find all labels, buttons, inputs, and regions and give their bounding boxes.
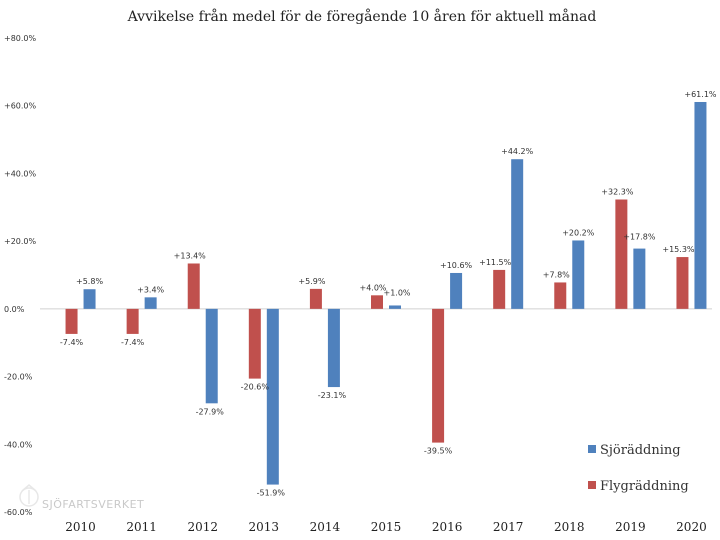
bar-sjoraddning bbox=[450, 272, 463, 309]
x-tick-label: 2015 bbox=[371, 520, 402, 534]
data-label: +13.4% bbox=[174, 251, 207, 260]
data-label: +11.5% bbox=[479, 258, 512, 267]
bar-flygraddning bbox=[493, 269, 506, 309]
bar-sjoraddning bbox=[266, 308, 279, 485]
bar-flygraddning bbox=[615, 199, 628, 309]
x-tick-label: 2019 bbox=[615, 520, 646, 534]
data-labels: -7.4% +5.8% -7.4% +3.4% +13.4% -27.9% -20.6% -5… bbox=[60, 90, 717, 498]
bar-flygraddning bbox=[248, 308, 261, 379]
logo-text: SJÖFARTSVERKET bbox=[42, 498, 144, 511]
x-tick-label: 2011 bbox=[126, 520, 157, 534]
y-tick-label: +20.0% bbox=[4, 237, 37, 246]
data-label: -23.1% bbox=[318, 391, 347, 400]
y-tick-label: -60.0% bbox=[4, 508, 33, 517]
data-label: +1.0% bbox=[383, 288, 410, 297]
data-label: -7.4% bbox=[121, 338, 145, 347]
y-tick-label: -20.0% bbox=[4, 373, 33, 382]
x-tick-label: 2020 bbox=[676, 520, 707, 534]
data-label: +20.2% bbox=[562, 228, 595, 237]
data-label: +61.1% bbox=[684, 90, 717, 99]
legend-label: Sjöräddning bbox=[600, 443, 681, 458]
data-label: +32.3% bbox=[601, 187, 634, 196]
x-tick-label: 2016 bbox=[432, 520, 463, 534]
y-tick-label: +40.0% bbox=[4, 169, 37, 178]
x-tick-label: 2012 bbox=[187, 520, 218, 534]
bar-sjoraddning bbox=[205, 308, 218, 404]
bar-sjoraddning bbox=[83, 289, 96, 309]
bars bbox=[65, 101, 707, 485]
data-label: +15.3% bbox=[662, 245, 695, 254]
bar-flygraddning bbox=[65, 308, 78, 334]
bar-sjoraddning bbox=[511, 159, 524, 309]
x-tick-label: 2017 bbox=[493, 520, 524, 534]
bar-flygraddning bbox=[432, 308, 445, 443]
data-label: +44.2% bbox=[501, 147, 534, 156]
bar-flygraddning bbox=[676, 257, 689, 309]
data-label: -7.4% bbox=[60, 338, 84, 347]
data-label: -51.9% bbox=[257, 489, 286, 498]
y-tick-label: +80.0% bbox=[4, 34, 37, 43]
legend-label: Flygräddning bbox=[600, 479, 689, 494]
data-label: +10.6% bbox=[440, 261, 473, 270]
y-axis: +80.0% +60.0% +40.0% +20.0% 0.0% -20.0% -40.0%… bbox=[4, 34, 37, 517]
bar-flygraddning bbox=[187, 263, 200, 309]
bar-flygraddning bbox=[126, 308, 139, 334]
bar-sjoraddning bbox=[144, 297, 157, 309]
bar-flygraddning bbox=[554, 282, 567, 309]
y-tick-label: 0.0% bbox=[4, 305, 25, 314]
bar-sjoraddning bbox=[633, 248, 646, 309]
y-tick-label: +60.0% bbox=[4, 102, 37, 111]
bar-sjoraddning bbox=[327, 308, 340, 388]
bar-sjoraddning bbox=[694, 101, 707, 309]
chart-title: Avvikelse från medel för de föregående 1… bbox=[127, 8, 597, 25]
data-label: +3.4% bbox=[137, 285, 164, 294]
bar-sjoraddning bbox=[389, 305, 401, 309]
x-tick-label: 2014 bbox=[310, 520, 341, 534]
legend-swatch bbox=[588, 481, 596, 489]
data-label: -27.9% bbox=[196, 407, 225, 416]
data-label: +4.0% bbox=[359, 283, 386, 292]
bar-flygraddning bbox=[371, 295, 383, 309]
data-label: +5.9% bbox=[298, 277, 325, 286]
logo: SJÖFARTSVERKET bbox=[19, 484, 144, 511]
bar-flygraddning bbox=[309, 288, 322, 309]
data-label: -20.6% bbox=[241, 383, 270, 392]
data-label: -39.5% bbox=[424, 447, 453, 456]
data-label: +5.8% bbox=[76, 277, 103, 286]
x-tick-label: 2013 bbox=[249, 520, 280, 534]
bar-sjoraddning bbox=[572, 240, 585, 309]
crest-icon bbox=[19, 484, 39, 507]
y-tick-label: -40.0% bbox=[4, 440, 33, 449]
legend: Sjöräddning Flygräddning bbox=[588, 443, 689, 494]
data-label: +7.8% bbox=[543, 270, 570, 279]
x-tick-label: 2010 bbox=[65, 520, 96, 534]
x-axis: 2010 2011 2012 2013 2014 2015 2016 2017 2018 2019… bbox=[65, 520, 706, 534]
x-tick-label: 2018 bbox=[554, 520, 585, 534]
legend-swatch bbox=[588, 445, 596, 453]
data-label: +17.8% bbox=[623, 233, 656, 242]
